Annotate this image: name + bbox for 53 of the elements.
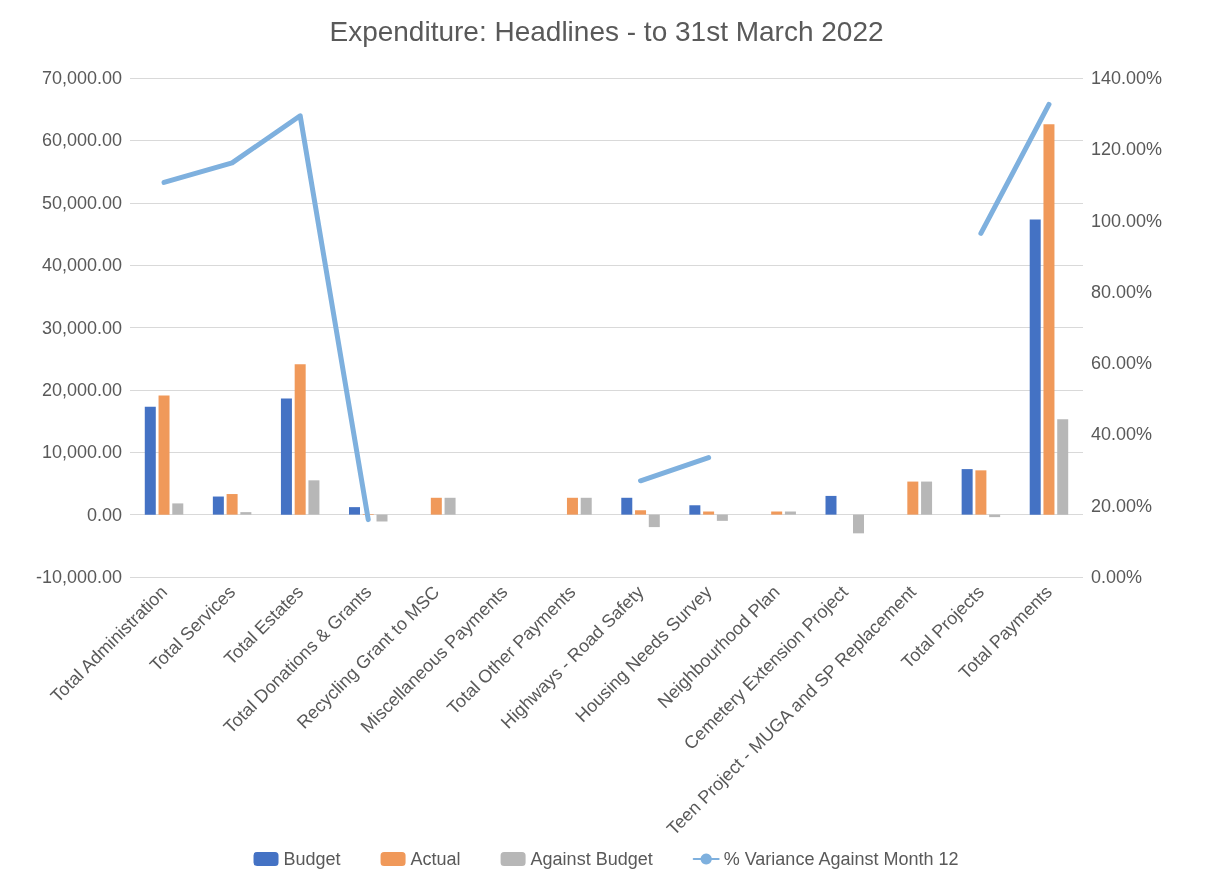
y-tick-label: 50,000.00 bbox=[41, 192, 122, 213]
y2-tick-label: 0.00% bbox=[1091, 567, 1143, 587]
y-tick-label: 70,000.00 bbox=[41, 68, 122, 88]
bar bbox=[430, 497, 442, 515]
bar bbox=[921, 481, 933, 515]
y-tick-label: 30,000.00 bbox=[41, 317, 122, 338]
bar bbox=[212, 496, 224, 515]
bar bbox=[975, 470, 987, 515]
bar bbox=[689, 505, 701, 515]
y2-tick-label: 100.00% bbox=[1091, 210, 1163, 231]
y2-tick-label: 40.00% bbox=[1091, 424, 1153, 445]
bar bbox=[1057, 419, 1069, 515]
bar bbox=[771, 511, 783, 515]
bar bbox=[907, 481, 919, 515]
bar bbox=[240, 512, 252, 515]
y-tick-label: 40,000.00 bbox=[41, 255, 122, 276]
bar bbox=[280, 398, 292, 515]
y-tick-label: 20,000.00 bbox=[41, 379, 122, 400]
bar bbox=[349, 507, 360, 515]
y-tick-label: 60,000.00 bbox=[41, 130, 122, 151]
y-tick-label: 0.00 bbox=[86, 504, 122, 525]
y-tick-label: -10,000.00 bbox=[35, 567, 122, 587]
bar bbox=[1043, 124, 1055, 515]
bar bbox=[648, 514, 660, 528]
bar bbox=[144, 406, 156, 515]
legend-label: % Variance Against Month 12 bbox=[723, 849, 959, 869]
bar bbox=[172, 503, 184, 515]
y2-tick-label: 80.00% bbox=[1091, 281, 1153, 302]
bar bbox=[703, 511, 715, 515]
bar bbox=[158, 395, 170, 515]
bar bbox=[580, 497, 592, 515]
y2-tick-label: 140.00% bbox=[1091, 68, 1163, 88]
bar bbox=[294, 364, 306, 515]
chart-title: Expenditure: Headlines - to 31st March 2022 bbox=[329, 15, 884, 47]
legend-label: Actual bbox=[410, 849, 461, 869]
bar bbox=[566, 497, 578, 515]
bar bbox=[825, 495, 837, 515]
bar bbox=[226, 494, 238, 515]
bar bbox=[308, 480, 320, 515]
bar bbox=[716, 514, 728, 521]
y2-tick-label: 120.00% bbox=[1091, 139, 1163, 160]
bar bbox=[635, 510, 647, 515]
y2-tick-label: 60.00% bbox=[1091, 353, 1153, 374]
legend-label: Against Budget bbox=[530, 849, 653, 869]
bar bbox=[961, 469, 973, 515]
bar bbox=[621, 497, 633, 515]
bar bbox=[1029, 219, 1041, 515]
y-tick-label: 10,000.00 bbox=[41, 442, 122, 463]
bar bbox=[444, 497, 456, 515]
legend-label: Budget bbox=[283, 849, 341, 869]
bar bbox=[853, 514, 864, 534]
bar bbox=[784, 511, 796, 515]
y2-tick-label: 20.00% bbox=[1091, 495, 1153, 516]
